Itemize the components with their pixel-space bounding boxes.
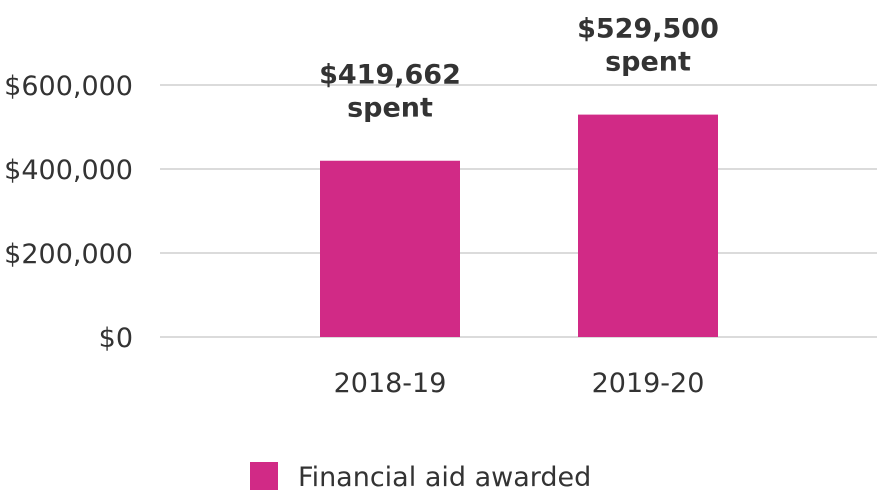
y-tick-label: $200,000	[4, 239, 133, 270]
y-tick-label: $400,000	[4, 155, 133, 186]
y-axis-tick-labels: $0 $200,000 $400,000 $600,000	[4, 71, 133, 354]
bar-2019-20	[578, 114, 718, 337]
y-tick-label: $600,000	[4, 71, 133, 102]
legend-label: Financial aid awarded	[298, 462, 591, 493]
legend-swatch	[250, 462, 278, 490]
bar-2018-19	[320, 160, 460, 337]
data-label: $529,500	[577, 14, 719, 45]
data-label: spent	[605, 47, 691, 78]
x-tick-label: 2018-19	[334, 368, 447, 399]
legend: Financial aid awarded	[250, 462, 591, 493]
data-label: $419,662	[319, 60, 461, 91]
x-axis-category-labels: 2018-19 2019-20	[334, 368, 705, 399]
bars	[320, 114, 718, 337]
data-label: spent	[347, 93, 433, 124]
y-tick-label: $0	[99, 323, 133, 354]
x-tick-label: 2019-20	[592, 368, 705, 399]
gridlines	[160, 84, 877, 338]
